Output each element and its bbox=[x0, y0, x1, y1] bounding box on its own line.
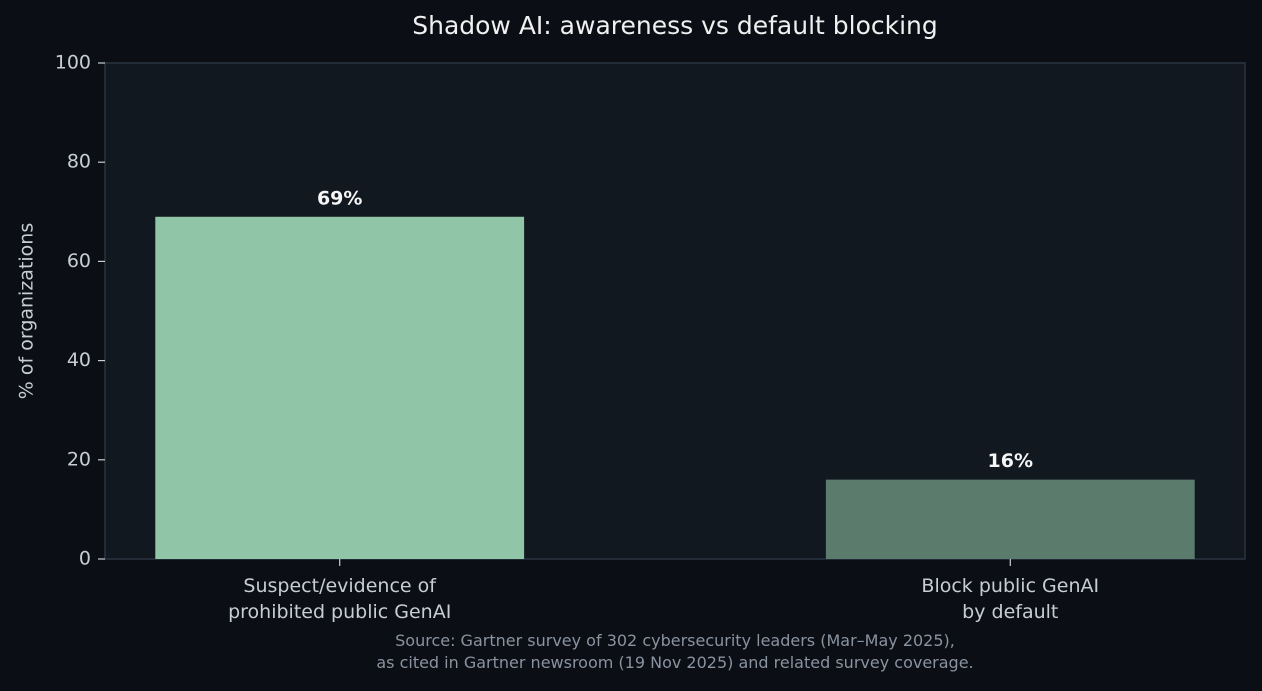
y-tick-label: 80 bbox=[67, 151, 91, 173]
y-tick-label: 0 bbox=[79, 548, 91, 570]
y-tick-label: 100 bbox=[55, 52, 91, 74]
value-label: 16% bbox=[988, 450, 1033, 472]
bar bbox=[825, 479, 1195, 559]
bar bbox=[155, 216, 525, 559]
source-note: Source: Gartner survey of 302 cybersecur… bbox=[376, 631, 974, 672]
y-tick-label: 20 bbox=[67, 448, 91, 470]
x-tick-label: Block public GenAI by default bbox=[921, 575, 1100, 623]
value-label: 69% bbox=[317, 187, 362, 209]
y-tick-label: 40 bbox=[67, 349, 91, 371]
y-tick-label: 60 bbox=[67, 250, 91, 272]
x-tick-label: Suspect/evidence of prohibited public Ge… bbox=[228, 575, 452, 623]
y-axis-label: % of organizations bbox=[16, 223, 38, 399]
chart-title: Shadow AI: awareness vs default blocking bbox=[412, 11, 938, 40]
